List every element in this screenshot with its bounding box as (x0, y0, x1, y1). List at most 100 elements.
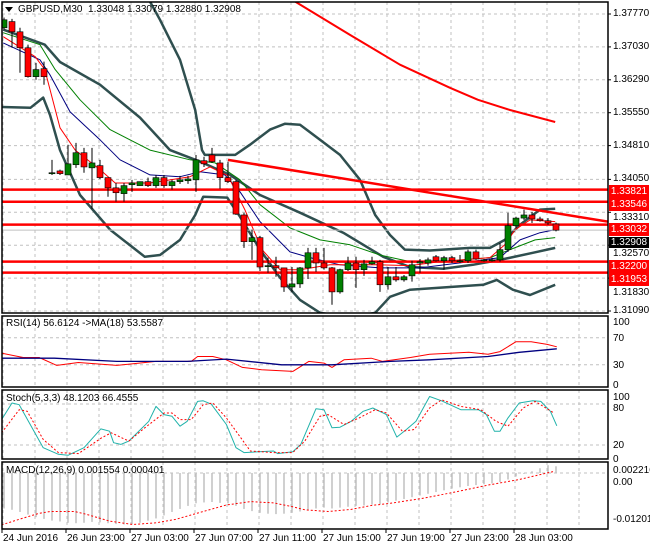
candle-bearish (544, 220, 552, 224)
candle-bearish (328, 267, 336, 293)
candle-bullish (440, 257, 448, 262)
level-price-label: 1.33546 (609, 198, 649, 212)
stoch-panel-content (2, 390, 608, 459)
candle-bearish (80, 152, 88, 168)
candle-bearish (552, 223, 560, 231)
candle-bearish (200, 160, 208, 165)
stoch-axis-label: 0 (613, 453, 619, 465)
candle-bullish (2, 19, 8, 29)
candle-bullish (72, 152, 80, 166)
moving-average-fast (2, 36, 556, 271)
price-axis-label: 1.37030 (613, 40, 650, 52)
rsi-axis-label: 100 (613, 316, 630, 328)
time-axis-label: 27 Jun 23:00 (451, 533, 509, 544)
current-price-label: 1.32908 (609, 236, 649, 248)
time-axis-label: 27 Jun 11:00 (259, 533, 317, 544)
bollinger-lower-band (2, 96, 556, 313)
moving-average-long (294, 2, 556, 123)
candle-bullish (416, 261, 424, 264)
candle-bearish (208, 154, 216, 162)
candle-bearish (432, 256, 440, 262)
time-axis-label: 26 Jun 23:00 (67, 533, 125, 544)
bollinger-upper-band (148, 2, 556, 252)
candle-bearish (144, 181, 152, 186)
main-panel-content (2, 2, 608, 313)
candle-bullish (288, 283, 296, 288)
candle-bearish (528, 214, 536, 220)
rsi-axis-label: 70 (613, 332, 625, 344)
level-price-label: 1.33821 (609, 184, 649, 198)
panel-border (1, 315, 609, 388)
candle-bullish (248, 237, 256, 242)
candle-bullish (512, 217, 520, 226)
candle-bullish (456, 260, 464, 263)
candle-bearish (376, 261, 384, 286)
price-axis-label: 1.34050 (613, 173, 650, 185)
candle-bullish (360, 263, 368, 270)
candle-bearish (392, 276, 400, 281)
candle-bearish (448, 257, 456, 262)
candle-bearish (272, 265, 280, 269)
candle-bearish (232, 181, 240, 215)
candle-bullish (400, 276, 408, 281)
candle-bearish (312, 252, 320, 264)
candle-bullish (368, 261, 376, 265)
rsi-ma-line (2, 348, 557, 366)
panel-border (1, 389, 609, 460)
rsi-axis-label: 30 (613, 359, 625, 371)
ohlc-readout: 1.33048 1.33079 1.32880 1.32908 (88, 4, 241, 15)
candle-bullish (424, 259, 432, 264)
candle-bearish (216, 162, 224, 178)
stoch-signal-line (2, 399, 555, 455)
candle-bullish (384, 276, 392, 286)
candle-bullish (192, 159, 200, 181)
price-axis-label: 1.32570 (613, 248, 650, 260)
candle-bullish (88, 162, 96, 169)
candle-bullish (128, 182, 136, 186)
candle-bearish (280, 267, 288, 288)
bollinger-middle-band (2, 28, 556, 271)
stoch-axis-label: 100 (613, 391, 630, 403)
candle-bearish (96, 165, 104, 178)
candle-bullish (296, 267, 304, 285)
price-axis-label: 1.31090 (613, 305, 650, 316)
candle-bullish (336, 269, 344, 293)
level-price-label: 1.31953 (609, 273, 649, 287)
macd-axis-label: 0.002216 (613, 465, 650, 477)
time-axis-label: 27 Jun 15:00 (323, 533, 381, 544)
moving-average-slow (3, 32, 556, 263)
candle-bullish (64, 163, 72, 176)
price-axis-label: 1.36290 (613, 73, 650, 85)
rsi-title: RSI(14) 56.6124 ->MA(18) 53.5587 (6, 318, 164, 329)
time-axis-label: 27 Jun 07:00 (195, 533, 253, 544)
macd-panel-content (2, 462, 608, 529)
price-axis-label: 1.34810 (613, 139, 650, 151)
candle-bullish (136, 181, 144, 186)
candle-bearish (320, 262, 328, 269)
level-price-label: 1.33032 (609, 223, 649, 237)
macd-axis-label: -0.012013 (613, 514, 650, 525)
candle-bearish (56, 170, 64, 174)
rsi-line (2, 341, 557, 372)
price-axis-label: 1.33310 (613, 211, 650, 223)
candle-bearish (16, 31, 24, 49)
rsi-panel-content (2, 316, 608, 387)
candle-bearish (40, 68, 48, 77)
price-axis-label: 1.31830 (613, 286, 650, 298)
panel-border (1, 1, 609, 314)
candle-bearish (352, 262, 360, 270)
candle-bearish (112, 187, 120, 194)
rsi-axis-label: 0 (613, 380, 619, 391)
candle-bullish (32, 69, 40, 77)
candle-bullish (304, 252, 312, 269)
stoch-axis-label: 20 (613, 440, 625, 451)
candle-bullish (120, 185, 128, 194)
triangle-down-icon[interactable] (5, 7, 13, 12)
candle-bullish (168, 181, 176, 186)
candle-bullish (464, 251, 472, 262)
candle-bearish (24, 47, 32, 77)
panel-border (1, 461, 609, 530)
candle-bullish (504, 225, 512, 250)
